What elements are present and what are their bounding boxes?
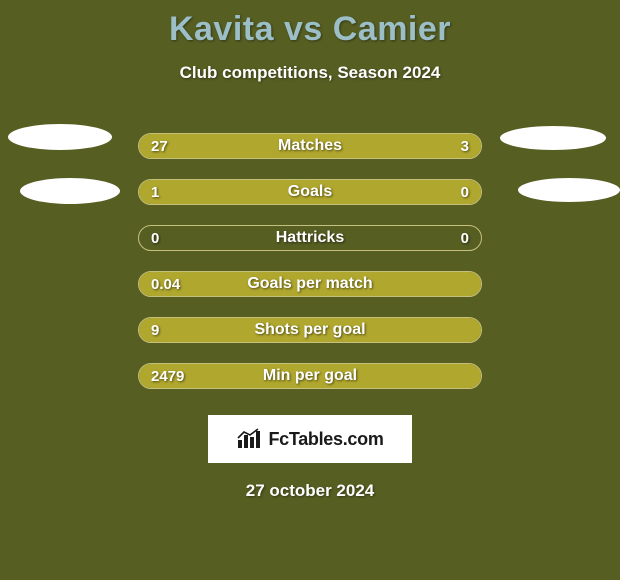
stat-bar: Min per goal2479 — [138, 363, 482, 389]
date-label: 27 october 2024 — [0, 481, 620, 501]
bar-left-fill — [139, 364, 481, 388]
stat-label: Hattricks — [139, 226, 481, 250]
stat-value-left: 0 — [151, 226, 159, 250]
player-badge-ellipse — [518, 178, 620, 202]
page-title: Kavita vs Camier — [0, 0, 620, 49]
stat-value-left: 2479 — [151, 364, 184, 388]
brand-chart-icon — [236, 428, 262, 450]
stat-bar: Goals10 — [138, 179, 482, 205]
brand-text: FcTables.com — [268, 429, 383, 450]
stat-row: Min per goal2479 — [0, 353, 620, 399]
subtitle: Club competitions, Season 2024 — [0, 63, 620, 83]
stat-value-right: 0 — [461, 226, 469, 250]
stat-value-right: 3 — [461, 134, 469, 158]
player-badge-ellipse — [20, 178, 120, 204]
player-badge-ellipse — [500, 126, 606, 150]
stat-bar: Hattricks0 0 — [138, 225, 482, 251]
comparison-chart: Matches273Goals10Hattricks00Goals per ma… — [0, 123, 620, 399]
stat-row: Shots per goal9 — [0, 307, 620, 353]
stat-value-left: 9 — [151, 318, 159, 342]
stat-value-left: 27 — [151, 134, 168, 158]
brand-badge: FcTables.com — [208, 415, 412, 463]
bar-left-fill — [139, 318, 481, 342]
stat-value-left: 0.04 — [151, 272, 180, 296]
stat-value-right: 0 — [461, 180, 469, 204]
stat-row: Goals per match0.04 — [0, 261, 620, 307]
stat-row: Hattricks0 0 — [0, 215, 620, 261]
stat-bar: Matches273 — [138, 133, 482, 159]
bar-left-fill — [139, 180, 399, 204]
player-badge-ellipse — [8, 124, 112, 150]
stat-bar: Goals per match0.04 — [138, 271, 482, 297]
bar-left-fill — [139, 134, 399, 158]
stat-value-left: 1 — [151, 180, 159, 204]
bar-left-fill — [139, 272, 481, 296]
stat-bar: Shots per goal9 — [138, 317, 482, 343]
